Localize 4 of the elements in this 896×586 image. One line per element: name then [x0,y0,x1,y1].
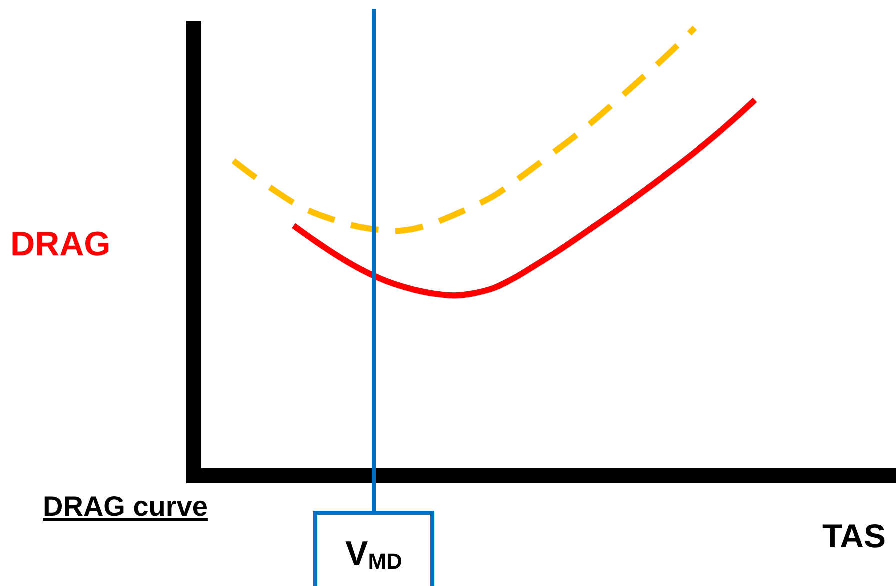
x-axis-title: TAS [822,518,886,554]
text: V$_{MD}$ [346,535,402,574]
y-axis-title: DRAG [10,226,111,264]
text: DRAG curve [43,491,208,522]
